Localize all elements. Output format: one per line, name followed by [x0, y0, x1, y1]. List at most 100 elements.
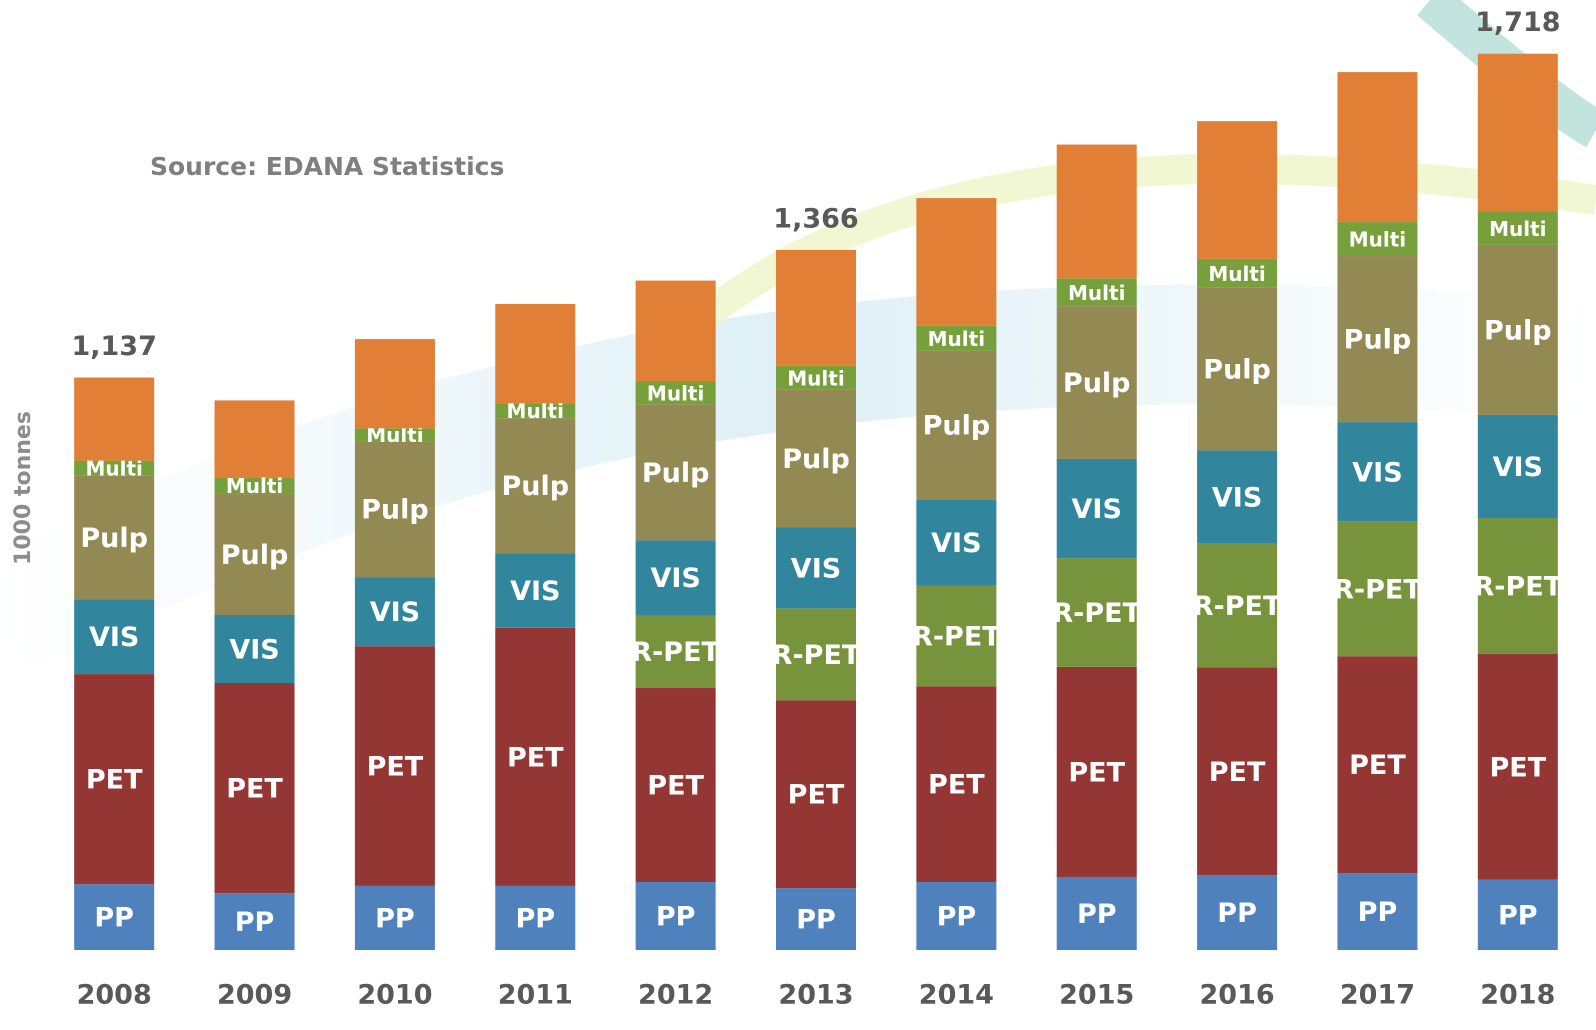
segment-label: PET: [928, 770, 985, 801]
bar-segment: [1337, 656, 1418, 874]
bar-segment: [1056, 144, 1137, 279]
segment-label: PET: [788, 780, 845, 811]
bar-segment: [1197, 258, 1278, 288]
bar-segment: [635, 881, 716, 950]
bar-segment: [916, 585, 997, 687]
bar-segment: [74, 884, 155, 950]
bar-segment: [1197, 450, 1278, 544]
bar-segment: [354, 441, 435, 578]
segment-label: VIS: [370, 597, 420, 628]
bar-segment: [74, 475, 155, 600]
segment-label: Multi: [647, 381, 704, 405]
segment-label: R-PET: [1193, 591, 1282, 622]
bar-segment: [214, 400, 295, 478]
bar-segment: [1056, 306, 1137, 459]
segment-label: Multi: [507, 399, 564, 423]
segment-label: PET: [647, 771, 704, 802]
segment-label: VIS: [1072, 494, 1122, 525]
bar-segment: [1337, 422, 1418, 522]
bar-segment: [1056, 666, 1137, 877]
x-tick-label: 2017: [1340, 980, 1415, 1011]
segment-label: PP: [1358, 897, 1398, 928]
segment-label: Pulp: [1063, 368, 1131, 399]
segment-label: R-PET: [772, 640, 861, 671]
segment-label: Multi: [85, 457, 142, 481]
segment-label: PET: [226, 774, 283, 805]
x-tick-label: 2011: [498, 980, 573, 1011]
segment-label: Multi: [1349, 228, 1406, 252]
x-tick-label: 2013: [778, 980, 853, 1011]
bar-segment: [635, 280, 716, 382]
total-label: 1,366: [773, 203, 858, 234]
chart-title: Source: EDANA Statistics: [150, 152, 504, 181]
bar-segment: [916, 350, 997, 500]
bar-segment: [214, 615, 295, 684]
segment-label: Pulp: [1344, 325, 1412, 356]
x-tick-label: 2008: [77, 980, 152, 1011]
bar-segment: [916, 325, 997, 351]
segment-label: PP: [235, 907, 275, 938]
segment-label: PP: [375, 903, 415, 934]
segment-label: R-PET: [912, 621, 1001, 652]
bar-segment: [1056, 458, 1137, 559]
segment-label: VIS: [89, 622, 139, 653]
segment-label: PET: [1068, 757, 1125, 788]
bar-segment: [214, 494, 295, 616]
bar-segment: [495, 885, 576, 950]
bar-segment: [1477, 212, 1558, 245]
bar-segment: [1056, 278, 1137, 307]
bar-segment: [1337, 72, 1418, 223]
segment-label: VIS: [229, 635, 279, 666]
bar-segment: [354, 577, 435, 647]
bar-segment: [354, 646, 435, 886]
x-tick-label: 2010: [357, 980, 432, 1011]
bar-segment: [1197, 543, 1278, 668]
segment-label: Multi: [1489, 217, 1546, 241]
bar-segment: [775, 527, 857, 609]
segment-label: R-PET: [1333, 574, 1422, 605]
segment-label: PP: [656, 901, 696, 932]
segment-label: PET: [86, 765, 143, 796]
segment-label: VIS: [1352, 457, 1402, 488]
bar-segment: [1337, 222, 1418, 257]
bar-segment: [354, 885, 435, 950]
x-tick-label: 2015: [1059, 980, 1134, 1011]
bar-segment: [214, 477, 295, 495]
segment-label: Pulp: [80, 523, 148, 554]
segment-label: PP: [1498, 900, 1538, 931]
segment-label: PP: [796, 905, 836, 936]
segment-label: VIS: [510, 576, 560, 607]
bar-segment: [495, 627, 576, 886]
x-tick-label: 2018: [1480, 980, 1555, 1011]
bar-segment: [354, 428, 435, 442]
total-label: 1,137: [71, 331, 156, 362]
bar-segment: [495, 403, 576, 419]
segment-label: Multi: [1068, 281, 1125, 305]
bar-segment: [74, 377, 155, 461]
bar-segment: [635, 381, 716, 405]
bar-segment: [495, 553, 576, 628]
bar-segment: [74, 674, 155, 885]
segment-label: Multi: [226, 474, 283, 498]
segment-label: PP: [1217, 898, 1257, 929]
bar-segment: [1056, 876, 1137, 950]
bar-segment: [495, 303, 576, 404]
x-tick-label: 2012: [638, 980, 713, 1011]
bar-segment: [916, 198, 997, 326]
segment-label: Pulp: [642, 458, 710, 489]
segment-label: VIS: [931, 528, 981, 559]
bar-segment: [214, 893, 295, 950]
bar-segment: [775, 249, 857, 366]
total-label: 1,718: [1475, 7, 1560, 38]
segment-label: Multi: [928, 327, 985, 351]
bar-segment: [214, 683, 295, 894]
bar-segment: [1477, 654, 1558, 880]
segment-label: Pulp: [923, 411, 991, 442]
bar-segment: [1337, 873, 1418, 950]
bar-segment: [495, 418, 576, 554]
bar-segment: [775, 365, 857, 390]
segment-label: VIS: [650, 563, 700, 594]
bar-segment: [1477, 414, 1558, 519]
segment-label: PP: [515, 903, 555, 934]
